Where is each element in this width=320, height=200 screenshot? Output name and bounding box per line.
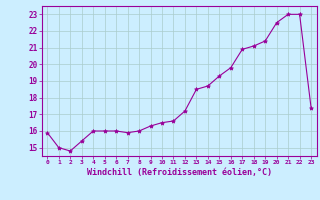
X-axis label: Windchill (Refroidissement éolien,°C): Windchill (Refroidissement éolien,°C) bbox=[87, 168, 272, 177]
